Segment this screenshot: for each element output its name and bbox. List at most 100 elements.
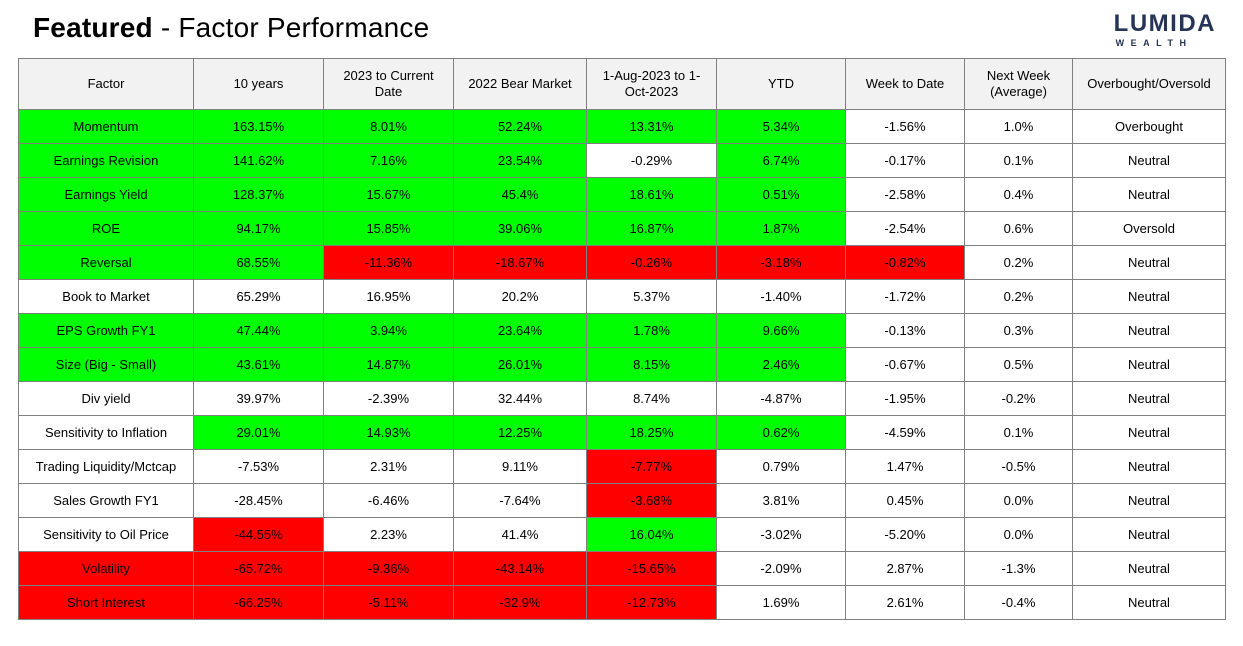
value-cell: -0.67% [845,347,965,382]
value-cell: 163.15% [193,109,324,144]
value-cell: 141.62% [193,143,324,178]
factor-cell: Earnings Yield [18,177,194,212]
table-row: Reversal 68.55% -11.36% -18.67% -0.26% -3.18%… [18,245,1226,280]
value-cell: Neutral [1072,313,1226,348]
value-cell: -5.20% [845,517,965,552]
table-header-row: Factor 10 years 2023 to Current Date 2022 B… [18,58,1226,110]
value-cell: 94.17% [193,211,324,246]
table-row: Size (Big - Small) 43.61% 14.87% 26.01% 8.15… [18,347,1226,382]
value-cell: 1.87% [716,211,846,246]
table-row: Momentum 163.15% 8.01% 52.24% 13.31% 5.34% -1.… [18,109,1226,144]
value-cell: 0.3% [964,313,1073,348]
value-cell: -2.58% [845,177,965,212]
factor-cell: Sensitivity to Inflation [18,415,194,450]
value-cell: -12.73% [586,585,717,620]
value-cell: -0.82% [845,245,965,280]
factor-cell: Short Interest [18,585,194,620]
value-cell: 5.37% [586,279,717,314]
value-cell: Neutral [1072,517,1226,552]
value-cell: 1.78% [586,313,717,348]
value-cell: 8.01% [323,109,454,144]
value-cell: Oversold [1072,211,1226,246]
value-cell: 5.34% [716,109,846,144]
value-cell: -15.65% [586,551,717,586]
value-cell: -0.29% [586,143,717,178]
value-cell: 32.44% [453,381,587,416]
value-cell: -32.9% [453,585,587,620]
value-cell: 0.2% [964,279,1073,314]
value-cell: 39.97% [193,381,324,416]
value-cell: -6.46% [323,483,454,518]
value-cell: -66.25% [193,585,324,620]
value-cell: -0.13% [845,313,965,348]
table-body: Momentum 163.15% 8.01% 52.24% 13.31% 5.34% -1.… [18,109,1226,620]
value-cell: -1.72% [845,279,965,314]
value-cell: 0.6% [964,211,1073,246]
value-cell: 1.0% [964,109,1073,144]
value-cell: Neutral [1072,381,1226,416]
factor-cell: Reversal [18,245,194,280]
value-cell: -18.67% [453,245,587,280]
table-row: Div yield 39.97% -2.39% 32.44% 8.74% -4.87% -1… [18,381,1226,416]
factor-cell: Earnings Revision [18,143,194,178]
value-cell: 23.54% [453,143,587,178]
value-cell: 15.85% [323,211,454,246]
column-header: YTD [716,58,846,110]
value-cell: 3.81% [716,483,846,518]
value-cell: -0.5% [964,449,1073,484]
table-row: Earnings Yield 128.37% 15.67% 45.4% 18.61% 0.… [18,177,1226,212]
factor-cell: EPS Growth FY1 [18,313,194,348]
value-cell: Neutral [1072,143,1226,178]
value-cell: Neutral [1072,585,1226,620]
value-cell: -4.59% [845,415,965,450]
table-row: Sensitivity to Inflation 29.01% 14.93% 12.2… [18,415,1226,450]
table-row: Sensitivity to Oil Price -44.55% 2.23% 41.4… [18,517,1226,552]
value-cell: -65.72% [193,551,324,586]
value-cell: 9.66% [716,313,846,348]
value-cell: 41.4% [453,517,587,552]
value-cell: -44.55% [193,517,324,552]
column-header: 10 years [193,58,324,110]
value-cell: 7.16% [323,143,454,178]
value-cell: 0.79% [716,449,846,484]
value-cell: -1.3% [964,551,1073,586]
value-cell: 0.51% [716,177,846,212]
value-cell: 14.87% [323,347,454,382]
value-cell: 9.11% [453,449,587,484]
column-header: 2023 to Current Date [323,58,454,110]
value-cell: -7.77% [586,449,717,484]
column-header: 2022 Bear Market [453,58,587,110]
logo-text-wealth: WEALTH [1115,38,1193,48]
value-cell: 68.55% [193,245,324,280]
value-cell: 8.15% [586,347,717,382]
value-cell: 128.37% [193,177,324,212]
value-cell: 14.93% [323,415,454,450]
value-cell: Neutral [1072,347,1226,382]
value-cell: Neutral [1072,483,1226,518]
value-cell: -2.39% [323,381,454,416]
lumida-wealth-logo: LUMIDA WEALTH [1114,12,1216,48]
value-cell: 52.24% [453,109,587,144]
value-cell: 0.1% [964,415,1073,450]
value-cell: 0.0% [964,517,1073,552]
table-row: Volatility -65.72% -9.36% -43.14% -15.65% -2.… [18,551,1226,586]
value-cell: -2.09% [716,551,846,586]
value-cell: 15.67% [323,177,454,212]
value-cell: -4.87% [716,381,846,416]
value-cell: 0.2% [964,245,1073,280]
value-cell: 0.4% [964,177,1073,212]
factor-cell: Sensitivity to Oil Price [18,517,194,552]
value-cell: -1.40% [716,279,846,314]
value-cell: 20.2% [453,279,587,314]
table-row: Short Interest -66.25% -5.11% -32.9% -12.73%… [18,585,1226,620]
value-cell: -1.95% [845,381,965,416]
value-cell: -9.36% [323,551,454,586]
value-cell: Neutral [1072,279,1226,314]
value-cell: 2.31% [323,449,454,484]
table-row: Earnings Revision 141.62% 7.16% 23.54% -0.29… [18,143,1226,178]
factor-cell: Sales Growth FY1 [18,483,194,518]
value-cell: 29.01% [193,415,324,450]
value-cell: -43.14% [453,551,587,586]
value-cell: -7.64% [453,483,587,518]
column-header: Week to Date [845,58,965,110]
